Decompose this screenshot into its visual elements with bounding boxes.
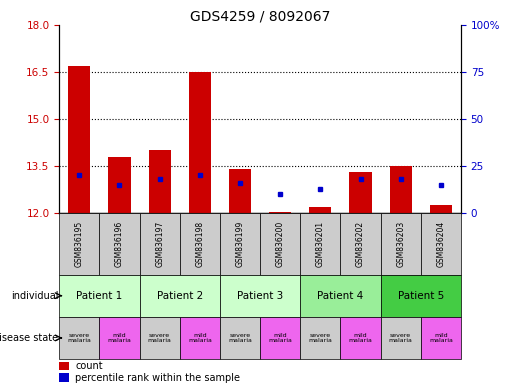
Bar <box>149 151 170 213</box>
Bar <box>421 317 461 359</box>
Text: GSM836199: GSM836199 <box>235 221 245 267</box>
Bar <box>68 66 90 213</box>
Text: Patient 2: Patient 2 <box>157 291 203 301</box>
Bar <box>59 317 99 359</box>
Text: GSM836198: GSM836198 <box>195 221 204 267</box>
Bar <box>220 275 300 317</box>
Bar <box>300 275 381 317</box>
Bar <box>59 362 69 370</box>
Text: Patient 5: Patient 5 <box>398 291 444 301</box>
Bar <box>59 213 99 275</box>
Bar <box>340 213 381 275</box>
Text: severe
malaria: severe malaria <box>389 333 413 343</box>
Bar <box>99 213 140 275</box>
Text: Patient 4: Patient 4 <box>317 291 364 301</box>
Bar <box>220 317 260 359</box>
Bar <box>340 317 381 359</box>
Text: percentile rank within the sample: percentile rank within the sample <box>75 373 241 383</box>
Bar <box>140 317 180 359</box>
Text: Patient 1: Patient 1 <box>76 291 123 301</box>
Bar <box>381 317 421 359</box>
Bar <box>189 72 211 213</box>
Bar <box>229 169 251 213</box>
Text: GSM836203: GSM836203 <box>396 221 405 267</box>
Text: GSM836204: GSM836204 <box>436 221 445 267</box>
Text: GSM836195: GSM836195 <box>75 221 84 267</box>
Text: mild
malaria: mild malaria <box>429 333 453 343</box>
Bar <box>59 275 140 317</box>
Bar <box>180 317 220 359</box>
Text: disease state: disease state <box>0 333 58 343</box>
Bar <box>430 205 452 213</box>
Text: mild
malaria: mild malaria <box>108 333 131 343</box>
Text: severe
malaria: severe malaria <box>148 333 171 343</box>
Bar <box>381 275 461 317</box>
Bar <box>260 317 300 359</box>
Title: GDS4259 / 8092067: GDS4259 / 8092067 <box>190 10 330 24</box>
Text: severe
malaria: severe malaria <box>228 333 252 343</box>
Text: GSM836201: GSM836201 <box>316 221 325 267</box>
Text: mild
malaria: mild malaria <box>349 333 372 343</box>
Text: GSM836196: GSM836196 <box>115 221 124 267</box>
Text: count: count <box>75 361 103 371</box>
Text: mild
malaria: mild malaria <box>188 333 212 343</box>
Bar <box>350 172 371 213</box>
Bar <box>300 317 340 359</box>
Bar <box>381 213 421 275</box>
Bar <box>390 166 411 213</box>
Bar <box>140 213 180 275</box>
Bar <box>220 213 260 275</box>
Text: Patient 3: Patient 3 <box>237 291 283 301</box>
Bar <box>260 213 300 275</box>
Bar <box>59 373 69 382</box>
Text: GSM836200: GSM836200 <box>276 221 285 267</box>
Text: severe
malaria: severe malaria <box>67 333 91 343</box>
Bar <box>310 207 331 213</box>
Bar <box>300 213 340 275</box>
Text: mild
malaria: mild malaria <box>268 333 292 343</box>
Text: GSM836202: GSM836202 <box>356 221 365 267</box>
Bar <box>109 157 130 213</box>
Bar <box>421 213 461 275</box>
Bar <box>140 275 220 317</box>
Text: individual: individual <box>11 291 58 301</box>
Bar <box>99 317 140 359</box>
Bar <box>180 213 220 275</box>
Text: GSM836197: GSM836197 <box>155 221 164 267</box>
Bar <box>269 212 291 213</box>
Text: severe
malaria: severe malaria <box>308 333 332 343</box>
